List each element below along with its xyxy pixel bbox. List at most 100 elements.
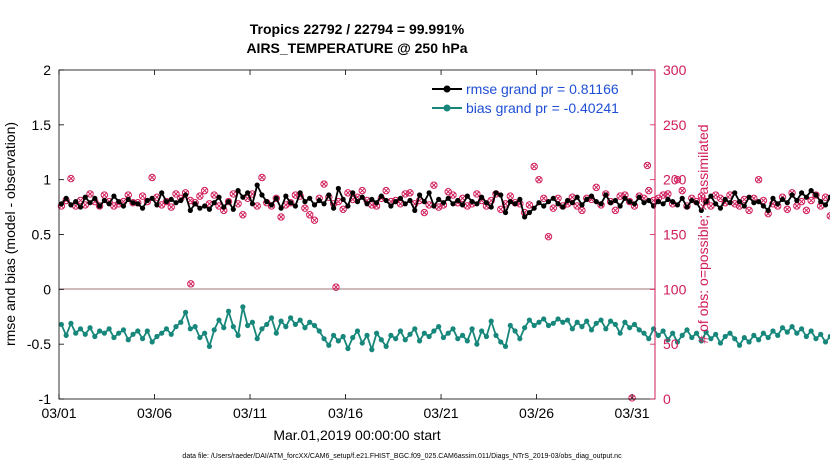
bias-point <box>569 326 575 332</box>
obs-assimilated-point <box>674 177 680 183</box>
obs-possible-point <box>67 174 75 183</box>
obs-assimilated-point <box>125 192 131 198</box>
obs-assimilated-point <box>803 207 809 213</box>
rmse-point <box>770 195 776 201</box>
rmse-point <box>775 201 781 207</box>
rmse-point <box>125 196 131 203</box>
obs-possible-point <box>707 202 715 210</box>
bias-point <box>808 328 814 334</box>
rmse-point <box>784 200 790 206</box>
bias-point <box>412 326 418 332</box>
bias-point <box>120 327 127 333</box>
obs-assimilated-point <box>555 195 561 201</box>
rmse-point <box>431 203 437 209</box>
rmse-point <box>92 195 98 201</box>
bias-point <box>756 337 762 343</box>
rmse-point <box>493 190 499 196</box>
rmse-point <box>627 199 633 205</box>
rmse-point <box>378 193 384 199</box>
bias-point <box>173 324 179 330</box>
rmse-point <box>149 195 155 201</box>
bias-point <box>288 315 294 321</box>
bias-point <box>168 331 174 337</box>
obs-possible-point <box>449 191 457 199</box>
rmse-point <box>760 203 767 209</box>
bias-point <box>612 321 618 328</box>
rmse-point <box>101 197 107 204</box>
obs-assimilated-point <box>550 205 556 211</box>
bias-point <box>541 316 547 322</box>
chart-subtitle: AIRS_TEMPERATURE @ 250 hPa <box>246 40 467 56</box>
obs-assimilated-point <box>569 194 575 200</box>
rmse-point <box>416 192 423 198</box>
bias-point <box>512 328 518 334</box>
rmse-point <box>163 199 170 205</box>
x-axis: 03/01 03/06 03/11 03/16 03/21 03/26 03/31 <box>41 70 650 421</box>
rmse-point <box>588 193 595 199</box>
obs-assimilated-point <box>359 188 365 194</box>
rmse-point <box>545 199 552 205</box>
bias-point <box>111 334 117 341</box>
bias-point <box>751 332 757 338</box>
rmse-point <box>827 194 830 200</box>
legend-rmse-marker <box>443 85 451 93</box>
bias-point <box>622 319 628 325</box>
rmse-point <box>479 194 485 200</box>
obs-assimilated-point <box>808 197 814 204</box>
obs-assimilated-point <box>216 203 222 209</box>
bias-point <box>598 317 604 323</box>
rmse-point <box>765 207 771 213</box>
bias-point <box>684 327 690 333</box>
bias-point <box>82 331 88 337</box>
rmse-point <box>111 193 117 199</box>
obs-assimilated-point <box>741 196 747 202</box>
bias-point <box>760 330 767 336</box>
rmse-point <box>531 205 537 211</box>
rmse-point <box>779 196 786 203</box>
rmse-point <box>555 201 561 207</box>
bias-point <box>373 330 380 336</box>
rmse-point <box>68 202 74 208</box>
y-tick-label: -1 <box>39 391 52 407</box>
bias-point <box>245 322 251 329</box>
bias-point <box>693 330 700 336</box>
bias-point <box>794 330 800 336</box>
rmse-point <box>73 199 79 205</box>
obs-possible-point <box>358 186 366 195</box>
x-tick-label: 03/06 <box>137 405 172 421</box>
obs-assimilated-point <box>397 201 404 207</box>
rmse-point <box>259 192 265 198</box>
right-y-tick-label: 150 <box>663 227 687 243</box>
x-tick-label: 03/16 <box>328 405 363 421</box>
rmse-point <box>407 197 413 204</box>
rmse-point <box>426 190 432 196</box>
rmse-point <box>388 203 394 209</box>
obs-assimilated-point <box>168 204 174 210</box>
rmse-point <box>288 200 294 206</box>
x-tick-label: 03/01 <box>41 405 76 421</box>
bias-point <box>330 332 337 338</box>
y-axis-right: 0 50 100 150 200 250 300 <box>650 62 687 407</box>
rmse-point <box>292 203 298 209</box>
bias-point <box>545 322 552 329</box>
obs-assimilated-point <box>431 182 437 188</box>
obs-assimilated-point <box>679 188 685 194</box>
right-y-tick-label: 0 <box>663 391 671 407</box>
plot-area <box>59 70 655 399</box>
bias-point <box>507 322 513 329</box>
bias-point <box>474 341 480 347</box>
rmse-point <box>340 196 346 203</box>
obs-assimilated-point <box>507 193 513 199</box>
bias-point <box>139 336 146 342</box>
obs-possible-point <box>645 186 653 195</box>
rmse-point <box>321 201 327 207</box>
obs-possible-point <box>673 175 682 184</box>
rmse-point <box>130 200 136 206</box>
bias-point <box>436 324 442 330</box>
obs-assimilated-point <box>345 190 351 196</box>
bias-point <box>135 328 141 334</box>
rmse-point <box>756 199 762 205</box>
rmse-point <box>593 199 599 205</box>
obs-assimilated-point <box>149 174 155 181</box>
rmse-point <box>412 207 418 213</box>
